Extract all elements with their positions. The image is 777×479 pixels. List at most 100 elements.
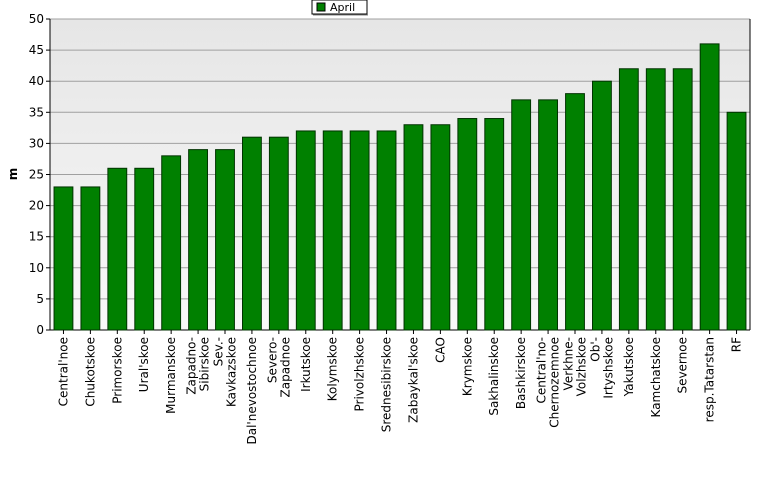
x-tick-label-line: Privolzhskoe [353,337,367,411]
x-tick-label: Central'noe [56,337,70,406]
x-tick-label: Zapadno-Sibirskoe [185,337,212,395]
x-tick-label-line: Bashkirskoe [514,337,528,409]
x-tick-label: Primorskoe [110,337,124,404]
legend-label: April [330,1,355,14]
bar [322,130,343,331]
x-tick-label: Ural'skoe [137,337,151,392]
bar [188,149,208,331]
x-tick-label-line: Central'noe [56,337,70,406]
x-tick-label: Sakhalinskoe [487,337,501,416]
x-tick-label-line: CAO [433,337,447,363]
x-tick-label-line: Irkutskoe [299,337,313,392]
bar [161,155,182,331]
x-tick-label: Privolzhskoe [353,337,367,411]
x-tick-label: Severo-Zapadnoe [265,337,292,398]
x-tick-label: Dal'nevostochnoe [245,337,259,445]
x-tick-label-line: Chukotskoe [83,337,97,407]
x-tick-label: Murmanskoe [164,337,178,414]
x-tick-label-line: Kolymskoe [326,337,340,401]
x-tick-label: Irkutskoe [299,337,313,392]
bar [376,130,397,331]
x-tick-label-line: Murmanskoe [164,337,178,414]
x-tick-label-line: Verkhne- [562,337,576,390]
x-tick-label: Bashkirskoe [514,337,528,409]
bar [295,130,316,331]
y-tick-label: 30 [29,136,44,150]
x-tick-label: resp.Tatarstan [703,337,717,422]
x-tick-label-line: Severnoe [676,337,690,394]
bar [430,124,451,331]
y-tick-label: 35 [29,105,44,119]
x-tick-label: Kolymskoe [326,337,340,401]
x-tick-label: Chukotskoe [83,337,97,407]
legend-swatch [316,2,326,12]
bar [565,93,585,331]
bar [107,167,128,331]
x-tick-label-line: Irtyshskoe [601,337,615,399]
x-tick-label: Sev.-Kavkazskoe [212,337,239,407]
y-tick-label: 0 [36,323,44,337]
y-tick-label: 40 [29,74,44,88]
y-tick-label: 45 [29,43,44,57]
bar [618,68,639,331]
x-tick-label-line: Zapadnoe [278,337,292,398]
x-tick-label-line: Sev.- [212,337,226,366]
bar [268,136,289,331]
x-tick-label-line: Zabaykal'skoe [406,337,420,423]
x-tick-label: Central'no-Chernozemnoe [535,337,562,428]
x-tick-label: Srednesibirskoe [380,337,394,432]
x-tick-label: CAO [433,337,447,363]
x-tick-label-line: Kavkazskoe [225,337,239,407]
y-tick-label: 20 [29,199,44,213]
x-tick-label-line: Central'no- [535,337,549,404]
x-tick-label-line: RF [730,337,744,352]
y-tick-label: 50 [29,12,44,26]
bar [592,80,612,331]
bar [80,186,101,331]
x-tick-label-line: Sakhalinskoe [487,337,501,416]
x-tick-label-line: Chernozemnoe [548,337,562,428]
x-tick-label-line: Ural'skoe [137,337,151,392]
x-tick-label: Krymskoe [460,337,474,396]
bar [538,99,559,331]
x-tick-label-line: Krymskoe [460,337,474,396]
bar [403,124,424,331]
x-tick-label-line: Sibirskoe [198,337,212,391]
bar [215,149,235,331]
x-tick-label-line: Yakutskoe [622,337,636,397]
bar [134,167,155,331]
x-tick-label-line: Zapadno- [185,337,199,395]
x-tick-label-line: Kamchatskoe [649,337,663,417]
x-tick-label: Severnoe [676,337,690,394]
x-tick-label: Zabaykal'skoe [406,337,420,423]
x-tick-label-line: Primorskoe [110,337,124,404]
bar [457,118,478,331]
x-tick-label: Verkhne-Volzhskoe [562,337,589,396]
bar [726,111,747,331]
bar [242,136,262,331]
legend-box [311,0,368,15]
x-tick-label-line: Severo- [265,337,279,383]
y-tick-label: 15 [29,230,44,244]
y-tick-label: 10 [29,261,44,275]
x-tick-label: Kamchatskoe [649,337,663,417]
y-tick-label: 25 [29,168,44,182]
bar [699,43,720,331]
bar [645,68,666,331]
x-tick-label: Ob'-Irtyshskoe [588,337,615,399]
x-tick-label-line: Dal'nevostochnoe [245,337,259,445]
bar [53,186,74,331]
x-tick-label: Yakutskoe [622,337,636,397]
bar [672,68,693,331]
bar [511,99,532,331]
x-tick-label-line: Volzhskoe [575,337,589,396]
y-axis-label: m [6,168,20,181]
x-tick-label: RF [730,337,744,352]
y-tick-label: 5 [36,292,44,306]
x-tick-label-line: Ob'- [588,337,602,362]
bar [349,130,370,331]
x-tick-label-line: Srednesibirskoe [380,337,394,432]
bar [484,118,505,331]
x-tick-label-line: resp.Tatarstan [703,337,717,422]
